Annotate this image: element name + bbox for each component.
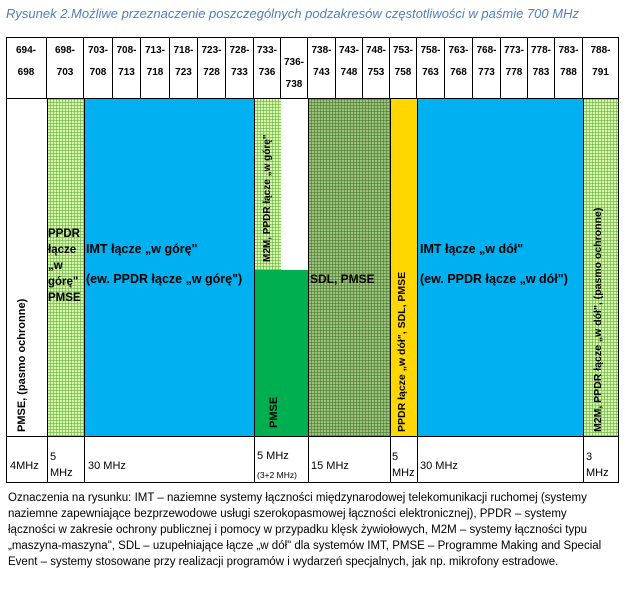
header-cell: 763- 768 bbox=[445, 38, 473, 98]
header-cell: 694- 698 bbox=[6, 38, 47, 98]
separator bbox=[390, 99, 391, 483]
width-cell: 5 MHz bbox=[50, 451, 73, 479]
bands-bottom-line bbox=[6, 436, 619, 437]
header-cell: 728- 733 bbox=[226, 38, 254, 98]
band-698-703 bbox=[47, 99, 84, 436]
separator bbox=[583, 99, 584, 483]
width-cell: 30 MHz bbox=[420, 460, 458, 472]
band-694-698 bbox=[6, 99, 47, 436]
sdl-pmse-label: SDL, PMSE bbox=[310, 272, 375, 286]
header-cell: 733- 736 bbox=[254, 38, 281, 98]
separator bbox=[417, 99, 418, 483]
band-703-733 bbox=[84, 99, 254, 436]
header-divider bbox=[6, 98, 619, 99]
header-cell: 738- 743 bbox=[308, 38, 336, 98]
header-cell: 736- 738 bbox=[281, 38, 308, 98]
header-cell: 753- 758 bbox=[390, 38, 417, 98]
header-cell: 703- 708 bbox=[84, 38, 113, 98]
header-cell: 768- 773 bbox=[473, 38, 501, 98]
header-cell: 698- 703 bbox=[47, 38, 84, 98]
band-788-791 bbox=[583, 99, 619, 436]
separator bbox=[308, 99, 309, 483]
band-736-738-upper bbox=[281, 99, 308, 270]
header-cell: 708- 713 bbox=[113, 38, 141, 98]
width-cell-sub: (3+2 MHz) bbox=[257, 470, 297, 480]
width-cell: 30 MHz bbox=[88, 460, 126, 472]
band-733-736-upper bbox=[254, 99, 281, 270]
imt-down-label: IMT łącze „w dół" bbox=[420, 242, 524, 256]
imt-up-sublabel: (ew. PPDR łącze „w górę") bbox=[86, 272, 243, 286]
legend-text: Oznaczenia na rysunku: IMT – naziemne sy… bbox=[8, 492, 602, 568]
width-cell: 5 MHz bbox=[257, 450, 289, 462]
header-cell: 723- 728 bbox=[198, 38, 226, 98]
separator bbox=[254, 99, 255, 483]
band-733-738-lower bbox=[254, 270, 308, 436]
band-758-788 bbox=[417, 99, 583, 436]
width-cell: 5 MHz bbox=[392, 451, 415, 479]
header-cell: 748- 753 bbox=[363, 38, 390, 98]
header-cell: 713- 718 bbox=[141, 38, 170, 98]
diagram-frame bbox=[6, 37, 619, 483]
width-cell: 4MHz bbox=[10, 460, 39, 472]
header-cell: 778- 783 bbox=[528, 38, 555, 98]
header-cell: 758- 763 bbox=[417, 38, 445, 98]
ppdr-up-label: PPDR łącze „w górę" PMSE bbox=[48, 228, 81, 304]
figure-caption: Rysunek 2.Możliwe przeznaczenie poszczeg… bbox=[6, 6, 579, 21]
header-cell: 743- 748 bbox=[336, 38, 363, 98]
band-753-758 bbox=[390, 99, 417, 436]
imt-down-sublabel: (ew. PPDR łącze „w dół") bbox=[420, 272, 568, 286]
band-738-753 bbox=[308, 99, 390, 436]
width-cell: 15 MHz bbox=[311, 460, 349, 472]
imt-up-label: IMT łącze „w górę" bbox=[86, 242, 198, 256]
width-cell: 3 MHz bbox=[586, 451, 609, 479]
separator bbox=[84, 99, 85, 483]
header-cell: 783- 788 bbox=[555, 38, 583, 98]
header-cell: 773- 778 bbox=[501, 38, 528, 98]
separator bbox=[47, 99, 48, 483]
header-cell: 718- 723 bbox=[170, 38, 198, 98]
